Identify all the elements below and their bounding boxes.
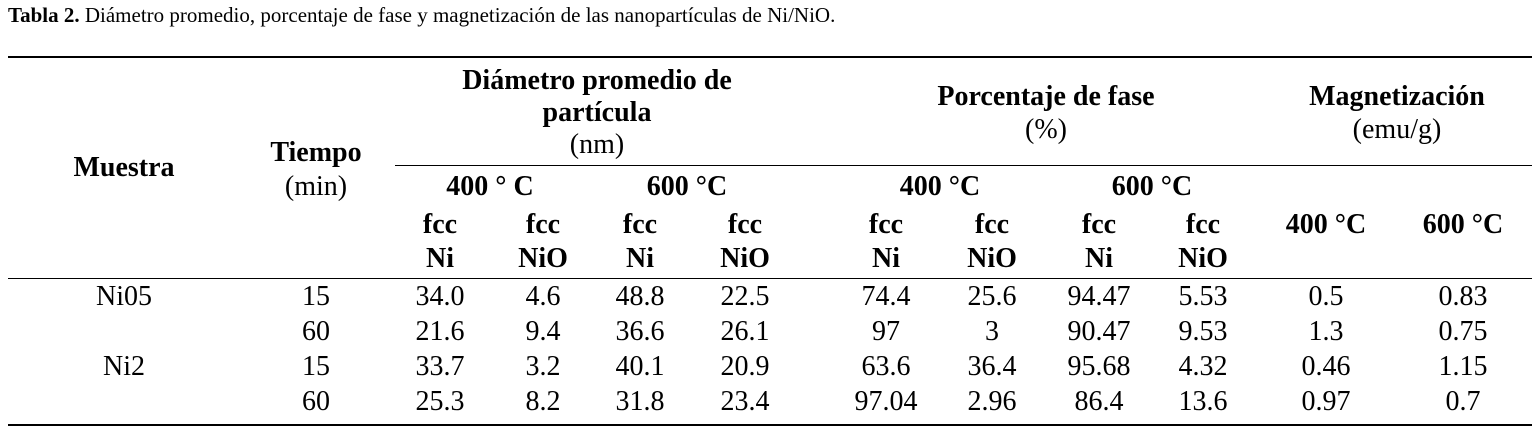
header-tiempo-unit: (min) — [284, 171, 348, 202]
cell-value: 5.53 — [1178, 281, 1228, 312]
header-bottom-rule — [8, 278, 1532, 279]
cell-value: 22.5 — [720, 281, 770, 312]
cell-value: 36.6 — [615, 316, 665, 347]
header-subrule — [395, 165, 1532, 166]
cell-value: 97 — [872, 316, 900, 347]
cell-value: 25.6 — [967, 281, 1017, 312]
header-phase-top: fcc — [727, 209, 763, 240]
header-phase-top: fcc — [422, 209, 458, 240]
cell-value: 36.4 — [967, 351, 1017, 382]
header-tiempo: Tiempo — [270, 137, 362, 168]
cell-value: 4.32 — [1178, 351, 1228, 382]
header-magnetizacion-unit: (emu/g) — [1352, 114, 1442, 145]
header-phase-bottom: NiO — [518, 243, 568, 274]
cell-value: 9.4 — [525, 316, 561, 347]
cell-value: 97.04 — [854, 386, 918, 417]
cell-value: 9.53 — [1178, 316, 1228, 347]
cell-value: 95.68 — [1067, 351, 1131, 382]
cell-value: 0.97 — [1301, 386, 1351, 417]
caption-label: Tabla 2. — [8, 3, 80, 27]
cell-value: 86.4 — [1074, 386, 1124, 417]
header-temp-mag-400: 400 °C — [1285, 209, 1367, 240]
cell-value: 31.8 — [615, 386, 665, 417]
cell-value: 2.96 — [967, 386, 1017, 417]
header-phase-bottom: Ni — [1085, 243, 1113, 274]
cell-muestra: Ni05 — [96, 281, 152, 312]
header-temp-fase-600: 600 °C — [1111, 171, 1193, 202]
header-phase-top: fcc — [622, 209, 658, 240]
caption-text: Diámetro promedio, porcentaje de fase y … — [79, 3, 836, 27]
header-phase-top: fcc — [525, 209, 561, 240]
header-diametro-unit: (nm) — [569, 129, 625, 160]
header-phase-bottom: Ni — [626, 243, 654, 274]
cell-value: 63.6 — [861, 351, 911, 382]
cell-tiempo: 60 — [302, 386, 330, 417]
header-porcentaje: Porcentaje de fase — [937, 81, 1155, 112]
cell-tiempo: 15 — [302, 281, 330, 312]
cell-value: 90.47 — [1067, 316, 1131, 347]
header-temp-diam-400: 400 ° C — [446, 171, 534, 202]
cell-value: 0.5 — [1308, 281, 1344, 312]
cell-value: 33.7 — [415, 351, 465, 382]
header-phase-bottom: NiO — [720, 243, 770, 274]
header-temp-diam-600: 600 °C — [646, 171, 728, 202]
cell-value: 13.6 — [1178, 386, 1228, 417]
header-diametro-line2: partícula — [542, 97, 652, 128]
cell-value: 4.6 — [525, 281, 561, 312]
cell-muestra: Ni2 — [103, 351, 145, 382]
header-phase-top: fcc — [1185, 209, 1221, 240]
cell-value: 25.3 — [415, 386, 465, 417]
table-caption: Tabla 2. Diámetro promedio, porcentaje d… — [8, 2, 835, 28]
cell-value: 8.2 — [525, 386, 561, 417]
cell-value: 23.4 — [720, 386, 770, 417]
cell-tiempo: 60 — [302, 316, 330, 347]
cell-value: 1.15 — [1438, 351, 1488, 382]
cell-value: 3 — [985, 316, 999, 347]
cell-value: 20.9 — [720, 351, 770, 382]
header-temp-fase-400: 400 °C — [899, 171, 981, 202]
header-phase-top: fcc — [1081, 209, 1117, 240]
cell-value: 1.3 — [1308, 316, 1344, 347]
cell-value: 0.75 — [1438, 316, 1488, 347]
cell-value: 26.1 — [720, 316, 770, 347]
cell-value: 34.0 — [415, 281, 465, 312]
top-rule — [8, 56, 1532, 58]
header-phase-bottom: Ni — [426, 243, 454, 274]
header-phase-bottom: NiO — [1178, 243, 1228, 274]
header-phase-top: fcc — [974, 209, 1010, 240]
header-phase-bottom: Ni — [872, 243, 900, 274]
cell-value: 0.7 — [1445, 386, 1481, 417]
header-muestra: Muestra — [73, 152, 175, 183]
header-phase-top: fcc — [868, 209, 904, 240]
bottom-rule — [8, 424, 1532, 426]
cell-value: 21.6 — [415, 316, 465, 347]
header-magnetizacion: Magnetización — [1309, 81, 1485, 112]
cell-value: 3.2 — [525, 351, 561, 382]
cell-value: 0.83 — [1438, 281, 1488, 312]
cell-value: 40.1 — [615, 351, 665, 382]
header-temp-mag-600: 600 °C — [1422, 209, 1504, 240]
cell-value: 0.46 — [1301, 351, 1351, 382]
header-phase-bottom: NiO — [967, 243, 1017, 274]
cell-value: 48.8 — [615, 281, 665, 312]
cell-value: 94.47 — [1067, 281, 1131, 312]
cell-value: 74.4 — [861, 281, 911, 312]
header-porcentaje-unit: (%) — [1025, 114, 1067, 145]
cell-tiempo: 15 — [302, 351, 330, 382]
header-diametro-line1: Diámetro promedio de — [462, 65, 732, 96]
